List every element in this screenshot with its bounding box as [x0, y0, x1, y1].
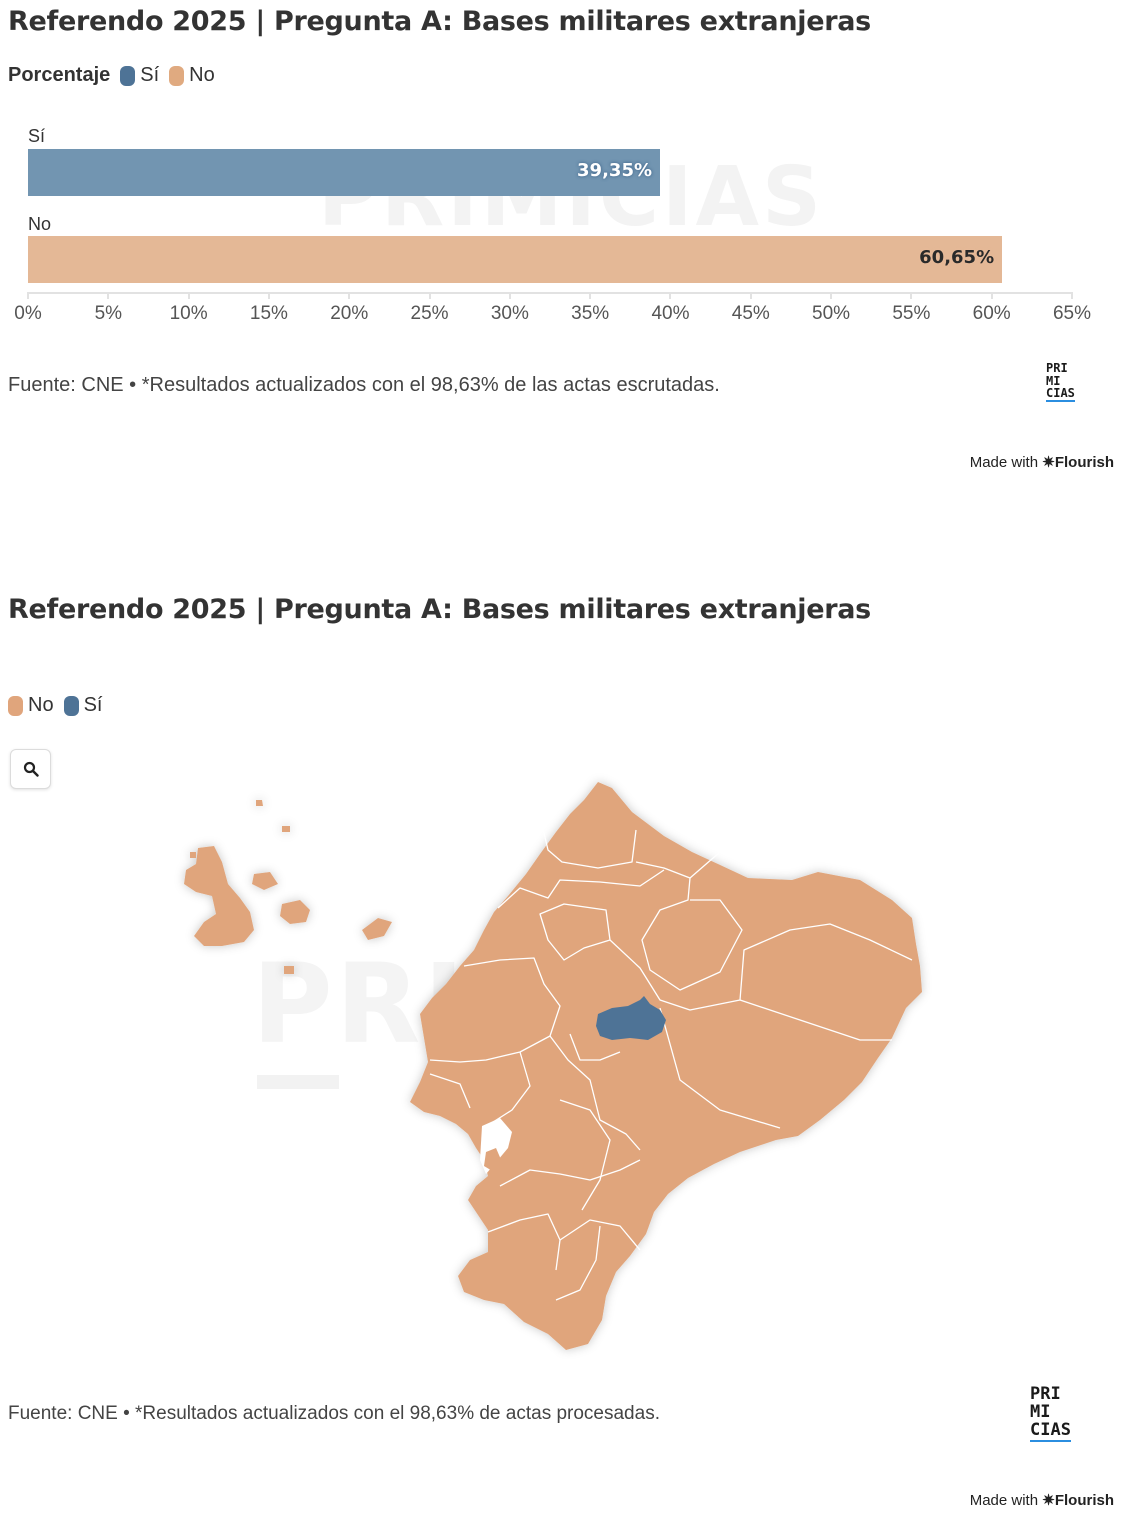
- map-title: Referendo 2025 | Pregunta A: Bases milit…: [8, 594, 871, 625]
- x-tick-label: 55%: [892, 303, 931, 324]
- bar-legend: Porcentaje Sí No: [8, 64, 225, 87]
- map-legend-label-si: Sí: [83, 694, 103, 716]
- x-tick-label: 40%: [651, 303, 690, 324]
- primicias-logo: PRI MI CIAS: [1046, 362, 1075, 402]
- x-tick-mark: [910, 292, 913, 299]
- ecuador-map: [184, 782, 922, 1350]
- x-tick-mark: [348, 292, 351, 299]
- region-galapagos-san-cristobal[interactable]: [362, 918, 392, 940]
- category-label-no: No: [28, 214, 52, 234]
- logo2-line-2: MI: [1030, 1401, 1051, 1422]
- map-source-note: Fuente: CNE • *Resultados actualizados c…: [8, 1403, 660, 1424]
- x-tick-label: 25%: [410, 303, 449, 324]
- x-tick-mark: [187, 292, 190, 299]
- region-galapagos-islet-4[interactable]: [190, 852, 196, 858]
- bar-value-label-no: 60,65%: [919, 247, 995, 268]
- x-tick-label: 30%: [490, 303, 529, 324]
- search-icon: [23, 761, 39, 777]
- x-tick-mark: [990, 292, 993, 299]
- province-boundaries: [429, 815, 913, 1301]
- made-with-flourish-link[interactable]: Made with ✷Flourish: [970, 453, 1114, 471]
- x-tick-label: 20%: [330, 303, 369, 324]
- legend-item-no[interactable]: No: [169, 64, 215, 87]
- x-tick-mark: [749, 292, 752, 299]
- made-with-text: Made with: [969, 454, 1039, 471]
- x-axis-line: [28, 292, 1072, 294]
- map-primicias-logo: PRI MI CIAS: [1030, 1384, 1071, 1442]
- region-galapagos-santiago[interactable]: [252, 872, 278, 890]
- x-tick-label: 35%: [571, 303, 610, 324]
- x-tick-label: 65%: [1052, 303, 1092, 324]
- region-si-province[interactable]: [596, 996, 666, 1040]
- puna-island[interactable]: [484, 1148, 502, 1172]
- flourish-star-icon: ✷: [1042, 454, 1055, 471]
- logo2-line-1: PRI: [1030, 1384, 1061, 1404]
- region-galapagos-santa-cruz[interactable]: [280, 900, 310, 924]
- x-tick-mark: [107, 292, 110, 299]
- x-tick-mark: [589, 292, 592, 299]
- map-zoom-button[interactable]: [10, 749, 51, 789]
- logo-line-3: CIAS: [1046, 386, 1075, 402]
- map-made-with-flourish-link[interactable]: Made with ✷Flourish: [970, 1491, 1114, 1509]
- legend-swatch-si: [120, 65, 136, 86]
- map-watermark-underline: [257, 1075, 339, 1089]
- logo-line-1: PRI: [1046, 361, 1068, 375]
- chart-title: Referendo 2025 | Pregunta A: Bases milit…: [8, 6, 871, 37]
- x-tick-label: 0%: [14, 303, 42, 324]
- x-tick-mark: [267, 292, 270, 299]
- category-label-si: Sí: [28, 126, 46, 146]
- region-galapagos-isabela[interactable]: [184, 846, 254, 946]
- x-tick-mark: [508, 292, 511, 299]
- map-legend-swatch-si: [63, 695, 79, 716]
- logo-line-2: MI: [1046, 373, 1061, 388]
- region-mainland[interactable]: [410, 782, 922, 1350]
- x-tick-label: 10%: [169, 303, 208, 324]
- map-flourish-brand: Flourish: [1054, 1492, 1114, 1509]
- x-tick-label: 5%: [94, 303, 123, 324]
- map-flourish-star-icon: ✷: [1042, 1492, 1055, 1509]
- x-tick-label: 15%: [249, 303, 288, 324]
- bar-no[interactable]: 60,65%: [28, 236, 1003, 283]
- bar-si[interactable]: 39,35%: [28, 149, 661, 196]
- legend-swatch-no: [169, 65, 185, 86]
- region-galapagos-islet-1[interactable]: [256, 800, 263, 806]
- legend-label-si: Sí: [140, 64, 160, 86]
- legend-label-no: No: [189, 64, 215, 86]
- region-galapagos-islet-3[interactable]: [284, 966, 294, 974]
- map-made-with-text: Made with: [969, 1492, 1039, 1509]
- x-tick-mark: [428, 292, 431, 299]
- map-legend-item-si[interactable]: Sí: [63, 694, 103, 717]
- bar-value-label-si: 39,35%: [577, 160, 653, 181]
- map-legend: No Sí: [8, 694, 112, 717]
- map-legend-swatch-no: [8, 695, 23, 716]
- flourish-brand: Flourish: [1054, 454, 1114, 471]
- logo2-line-3: CIAS: [1030, 1419, 1071, 1442]
- map-legend-item-no[interactable]: No: [8, 694, 54, 717]
- x-tick-mark: [1071, 292, 1073, 299]
- legend-title: Porcentaje: [8, 64, 111, 86]
- legend-item-si[interactable]: Sí: [120, 64, 159, 87]
- x-tick-label: 60%: [972, 303, 1011, 324]
- x-tick-mark: [830, 292, 833, 299]
- x-tick-mark: [27, 292, 29, 299]
- x-tick-label: 50%: [812, 303, 851, 324]
- x-tick-mark: [669, 292, 672, 299]
- map-regions: [184, 782, 922, 1350]
- x-tick-label: 45%: [731, 303, 770, 324]
- source-note: Fuente: CNE • *Resultados actualizados c…: [8, 374, 720, 396]
- map-legend-label-no: No: [28, 694, 54, 716]
- region-galapagos-islet-2[interactable]: [282, 826, 290, 832]
